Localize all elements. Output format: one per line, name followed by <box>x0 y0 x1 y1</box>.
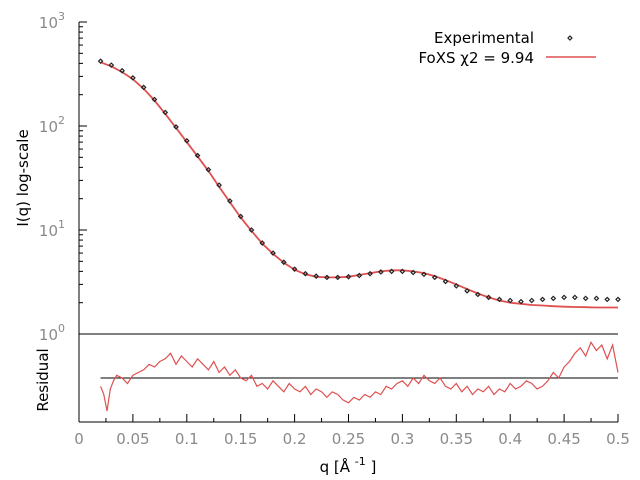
x-tick-label: 0.45 <box>547 430 580 448</box>
experimental-point <box>421 271 427 278</box>
experimental-point <box>442 278 449 285</box>
experimental-point <box>399 268 406 275</box>
experimental-point <box>324 274 330 281</box>
y-tick-label: 102 <box>39 114 65 136</box>
fit-line <box>100 61 618 309</box>
experimental-point <box>227 198 233 204</box>
experimental-point <box>388 268 395 275</box>
experimental-point <box>496 296 503 303</box>
experimental-point <box>377 269 384 275</box>
experimental-point <box>615 296 621 303</box>
experimental-point <box>518 298 524 305</box>
x-tick-label: 0 <box>74 430 84 448</box>
experimental-point <box>561 294 567 301</box>
experimental-point <box>291 266 298 273</box>
experimental-point <box>237 213 244 220</box>
experimental-point <box>97 58 104 65</box>
residual-marks <box>100 340 619 412</box>
experimental-point <box>550 295 557 302</box>
experimental-point <box>313 273 320 279</box>
experimental-point <box>410 269 417 276</box>
legend: Experimental FoXS χ2 = 9.94 <box>418 29 596 67</box>
experimental-point <box>528 297 535 304</box>
experimental-point <box>464 287 470 294</box>
x-tick-label: 0.15 <box>224 430 257 448</box>
q-x-axis-label: q [Å -1 ] <box>320 455 377 476</box>
experimental-point <box>507 297 514 304</box>
intensity-marks <box>97 58 621 309</box>
x-tick-label: 0.1 <box>175 430 199 448</box>
residual-y-axis-label: Residual <box>34 348 52 411</box>
y-tick-label: 101 <box>39 218 65 240</box>
residual-x-ticks: 0 0.05 0.1 0.15 0.2 0.25 0.3 0.35 0.4 0.45 0.5 <box>74 414 630 448</box>
experimental-point <box>539 296 546 303</box>
experimental-point <box>194 152 201 159</box>
experimental-point <box>572 294 578 301</box>
experimental-point <box>205 166 212 173</box>
x-tick-label: 0.35 <box>440 430 473 448</box>
y-tick-label: 100 <box>39 322 65 344</box>
experimental-point <box>259 240 266 246</box>
experimental-point <box>216 182 222 188</box>
experimental-point <box>270 250 276 256</box>
experimental-point <box>593 295 600 302</box>
y-tick-label: 103 <box>39 10 65 32</box>
experimental-point <box>151 96 158 103</box>
experimental-point <box>173 124 179 130</box>
experimental-point <box>130 75 136 81</box>
legend-experimental-label: Experimental <box>434 29 534 47</box>
experimental-point <box>119 67 125 74</box>
experimental-point <box>280 259 287 266</box>
experimental-point <box>248 227 255 233</box>
experimental-point <box>453 283 460 289</box>
experimental-point <box>367 270 373 277</box>
legend-marker-diamond <box>567 35 573 41</box>
experimental-point <box>475 291 481 298</box>
experimental-point <box>108 62 115 68</box>
residual-line <box>100 340 619 412</box>
intensity-y-ticks: 100 101 102 103 <box>39 10 87 344</box>
intensity-panel: 100 101 102 103 I(q) log-scale Experimental… <box>14 10 621 344</box>
experimental-point <box>345 273 352 280</box>
residual-panel: 0 0.05 0.1 0.15 0.2 0.25 0.3 0.35 0.4 0.45 0.5 Res… <box>34 334 630 476</box>
experimental-point <box>162 109 169 116</box>
experimental-point <box>140 84 147 91</box>
intensity-y-axis-label: I(q) log-scale <box>14 129 32 226</box>
experimental-point <box>431 274 438 281</box>
x-tick-label: 0.4 <box>498 430 522 448</box>
experimental-point <box>302 270 309 277</box>
x-tick-label: 0.25 <box>332 430 365 448</box>
legend-experimental-marker <box>567 35 573 41</box>
experimental-point <box>334 274 341 281</box>
experimental-point <box>183 137 190 144</box>
experimental-point <box>604 296 611 303</box>
x-tick-label: 0.3 <box>390 430 414 448</box>
x-tick-label: 0.05 <box>116 430 149 448</box>
experimental-point <box>582 295 589 302</box>
x-tick-label: 0.2 <box>283 430 307 448</box>
x-tick-label: 0.5 <box>606 430 630 448</box>
experimental-point <box>356 272 363 279</box>
legend-fit-label: FoXS χ2 = 9.94 <box>418 49 534 67</box>
experimental-point <box>485 294 492 301</box>
